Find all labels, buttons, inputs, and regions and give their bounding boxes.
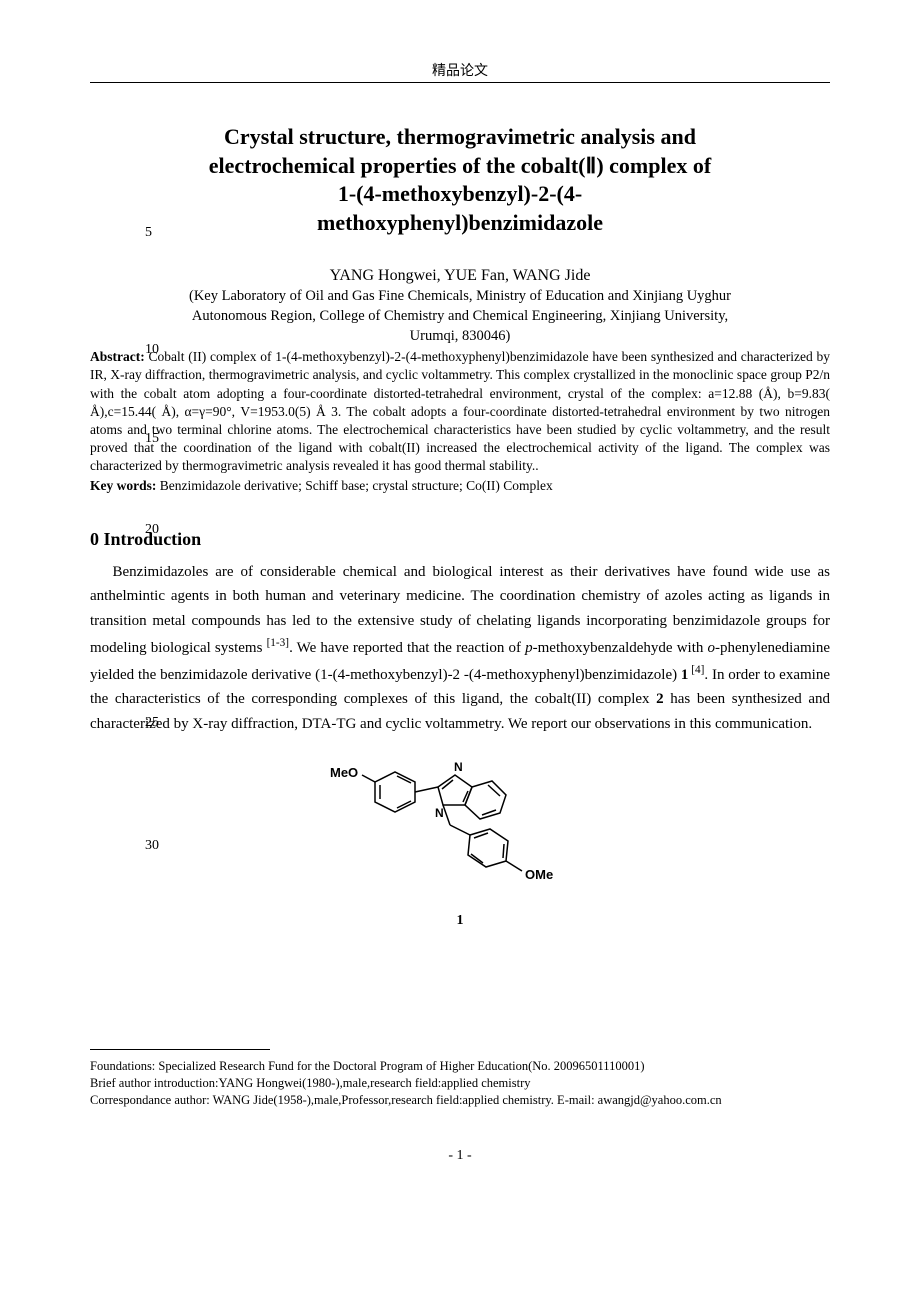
para-text-3: -methoxybenzaldehyde with xyxy=(533,640,708,656)
line-number-30: 30 xyxy=(145,838,159,854)
title-line-4: methoxyphenyl)benzimidazole xyxy=(317,210,603,235)
n-label-2: N xyxy=(435,806,444,820)
paper-title: Crystal structure, thermogravimetric ana… xyxy=(130,123,790,237)
title-line-2: electrochemical properties of the cobalt… xyxy=(209,153,711,178)
n-label-1: N xyxy=(454,760,463,774)
citation-ref-2: [4] xyxy=(688,664,704,676)
footnote-2: Brief author introduction:YANG Hongwei(1… xyxy=(90,1075,830,1092)
meo-label-2: OMe xyxy=(525,867,553,882)
keywords-text: Benzimidazole derivative; Schiff base; c… xyxy=(156,478,552,493)
header-label: 精品论文 xyxy=(90,60,830,80)
title-line-3: 1-(4-methoxybenzyl)-2-(4- xyxy=(338,181,582,206)
authors: YANG Hongwei, YUE Fan, WANG Jide xyxy=(90,267,830,285)
keywords-block: Key words: Benzimidazole derivative; Sch… xyxy=(90,478,830,494)
keywords-label: Key words: xyxy=(90,478,156,493)
section-0-body: Benzimidazoles are of considerable chemi… xyxy=(90,560,830,737)
molecule-figure: MeO N N OMe 1 xyxy=(90,747,830,929)
abstract-label: Abstract: xyxy=(90,349,145,364)
citation-ref-1: [1-3] xyxy=(267,637,290,649)
footnote-rule xyxy=(90,1049,270,1050)
affiliation: (Key Laboratory of Oil and Gas Fine Chem… xyxy=(110,287,810,346)
compound-2: 2 xyxy=(656,691,664,707)
para-text-2: . We have reported that the reaction of xyxy=(289,640,525,656)
abstract-text: Cobalt (II) complex of 1-(4-methoxybenzy… xyxy=(90,349,830,473)
page-number: - 1 - xyxy=(90,1148,830,1164)
meo-label-1: MeO xyxy=(330,765,358,780)
affiliation-line-3: Urumqi, 830046) xyxy=(410,328,511,344)
title-line-1: Crystal structure, thermogravimetric ana… xyxy=(224,124,696,149)
affiliation-line-2: Autonomous Region, College of Chemistry … xyxy=(192,308,728,324)
line-number-5: 5 xyxy=(145,225,152,241)
molecule-svg: MeO N N OMe xyxy=(320,747,600,902)
line-number-20: 20 xyxy=(145,522,159,538)
line-number-10: 10 xyxy=(145,342,159,358)
footnote-1: Foundations: Specialized Research Fund f… xyxy=(90,1058,830,1075)
affiliation-line-1: (Key Laboratory of Oil and Gas Fine Chem… xyxy=(189,288,731,304)
figure-caption: 1 xyxy=(90,913,830,929)
header-rule xyxy=(90,82,830,83)
italic-o: o xyxy=(708,640,716,656)
italic-p: p xyxy=(525,640,533,656)
line-number-25: 25 xyxy=(145,715,159,731)
line-number-15: 15 xyxy=(145,431,159,447)
footnote-3: Correspondance author: WANG Jide(1958-),… xyxy=(90,1092,830,1109)
abstract-block: Abstract: Cobalt (II) complex of 1-(4-me… xyxy=(90,348,830,476)
section-0-heading: 0 Introduction xyxy=(90,529,830,550)
